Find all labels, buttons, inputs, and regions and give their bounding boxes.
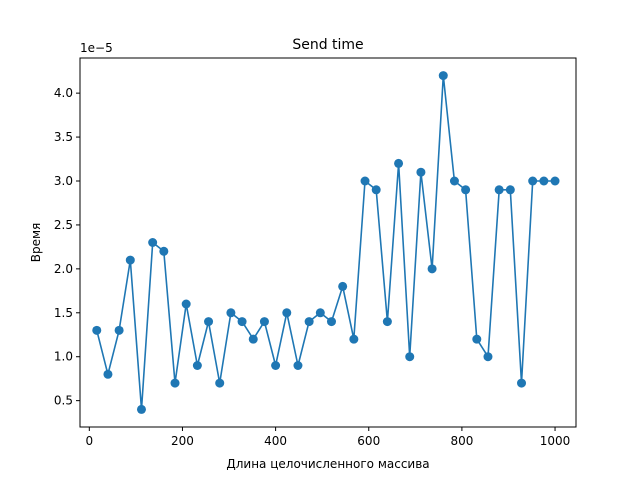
data-point bbox=[360, 176, 370, 186]
x-axis-ticks: 0 200 400 600 800 1000 bbox=[85, 427, 570, 448]
data-point bbox=[92, 325, 102, 335]
chart-title: Send time bbox=[292, 37, 363, 53]
y-axis-label: Время bbox=[29, 223, 43, 263]
data-point bbox=[181, 299, 191, 309]
data-point bbox=[461, 185, 471, 195]
x-tick-label: 600 bbox=[357, 434, 380, 448]
data-point bbox=[528, 176, 538, 186]
data-point bbox=[326, 317, 336, 327]
data-point bbox=[505, 185, 515, 195]
data-point bbox=[394, 158, 404, 168]
data-point bbox=[405, 352, 415, 362]
y-tick-label: 4.0 bbox=[54, 86, 73, 100]
data-point bbox=[494, 185, 504, 195]
x-tick-label: 1000 bbox=[540, 434, 571, 448]
x-tick-label: 800 bbox=[450, 434, 473, 448]
data-point bbox=[550, 176, 560, 186]
data-point bbox=[271, 361, 281, 370]
data-point bbox=[416, 167, 426, 177]
x-axis-label: Длина целочисленного массива bbox=[226, 457, 429, 471]
data-point bbox=[517, 378, 527, 388]
data-point bbox=[114, 325, 124, 335]
data-point bbox=[237, 317, 247, 327]
y-tick-label: 3.0 bbox=[54, 174, 73, 188]
data-point bbox=[449, 176, 459, 186]
x-tick-label: 400 bbox=[264, 434, 287, 448]
x-tick-label: 200 bbox=[171, 434, 194, 448]
data-point bbox=[125, 255, 135, 265]
y-tick-label: 2.0 bbox=[54, 262, 73, 276]
data-point bbox=[248, 334, 258, 344]
data-point bbox=[338, 281, 348, 291]
data-point bbox=[282, 308, 292, 318]
y-axis-ticks: 0.5 1.0 1.5 2.0 2.5 3.0 3.5 4.0 bbox=[54, 86, 80, 408]
data-point bbox=[539, 176, 549, 186]
plot-area bbox=[79, 57, 577, 428]
data-point bbox=[259, 317, 269, 327]
data-point bbox=[136, 404, 146, 414]
y-tick-label: 2.5 bbox=[54, 218, 73, 232]
x-tick-label: 0 bbox=[85, 434, 93, 448]
data-point bbox=[382, 317, 392, 327]
data-point bbox=[103, 369, 113, 379]
data-point bbox=[293, 361, 303, 370]
data-point bbox=[148, 238, 158, 247]
data-point bbox=[427, 264, 437, 274]
axes-frame bbox=[79, 57, 577, 428]
data-point bbox=[204, 317, 214, 327]
data-point bbox=[315, 308, 325, 318]
y-tick-label: 0.5 bbox=[54, 394, 73, 408]
data-point bbox=[371, 185, 381, 195]
data-point bbox=[192, 361, 202, 370]
series-layer bbox=[92, 71, 560, 414]
data-point bbox=[215, 378, 225, 388]
data-point bbox=[170, 378, 180, 388]
y-tick-label: 3.5 bbox=[54, 130, 73, 144]
data-point bbox=[483, 352, 493, 362]
data-point bbox=[159, 246, 169, 256]
y-tick-label: 1.5 bbox=[54, 306, 73, 320]
data-point bbox=[438, 71, 448, 81]
data-point bbox=[226, 308, 236, 318]
data-point bbox=[304, 317, 314, 327]
y-axis-offset-label: 1e−5 bbox=[80, 41, 113, 55]
y-tick-label: 1.0 bbox=[54, 350, 73, 364]
data-point bbox=[472, 334, 482, 344]
data-point bbox=[349, 334, 359, 344]
